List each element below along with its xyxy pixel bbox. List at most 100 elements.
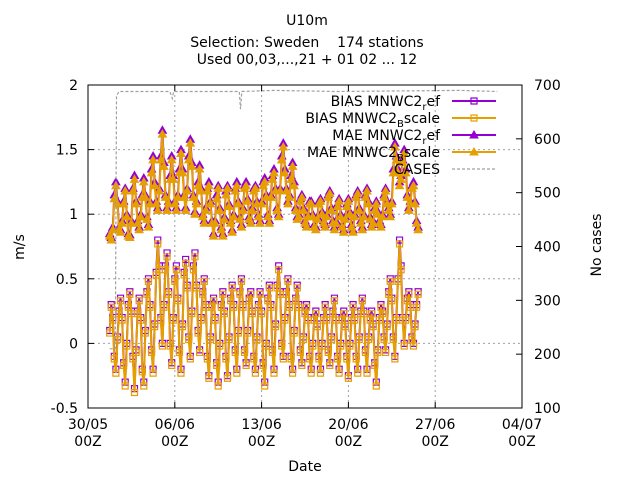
data-point-bias_scale: [289, 369, 297, 377]
data-point-mae_scale: [338, 227, 349, 236]
x-tick-label-date: 06/06: [155, 417, 195, 433]
x-tick-label-hour: 00Z: [421, 434, 448, 450]
data-point-bias_scale: [333, 355, 342, 363]
series-markers-bias_scale: [106, 240, 422, 397]
data-point-mae_scale: [208, 231, 219, 240]
data-point-mae_scale: [143, 222, 154, 231]
data-point-mae_scale: [169, 198, 180, 208]
data-point-bias_scale: [216, 342, 224, 350]
y-tick-label: 1: [69, 207, 78, 223]
data-point-mae_scale: [145, 198, 155, 208]
data-point-bias_scale: [213, 361, 221, 369]
data-point-bias_scale: [354, 369, 362, 377]
data-point-bias_scale: [135, 297, 143, 305]
data-point-bias_scale: [171, 277, 179, 285]
data-point-bias_scale: [337, 342, 345, 350]
data-point-bias_scale: [166, 342, 174, 350]
data-point-bias_scale: [340, 310, 348, 318]
data-point-bias_scale: [344, 374, 352, 382]
data-point-bias_scale: [223, 374, 232, 382]
data-point-mae_scale: [135, 211, 146, 221]
data-point-bias_scale: [250, 355, 258, 363]
legend-label-cases: CASES: [394, 162, 440, 178]
data-point-bias_scale: [239, 303, 247, 311]
data-point-mae_scale: [267, 174, 278, 183]
data-point-bias_scale: [205, 374, 213, 382]
data-point-mae_scale: [391, 154, 402, 164]
data-point-bias_scale: [230, 303, 238, 311]
data-point-mae_scale: [371, 198, 382, 208]
data-point-bias_scale: [247, 290, 255, 298]
data-point-mae_scale: [400, 167, 411, 177]
data-point-bias_scale: [279, 355, 287, 363]
data-point-mae_scale: [301, 222, 312, 231]
data-point-bias_scale: [123, 342, 131, 350]
data-point-mae_scale: [120, 185, 131, 195]
data-point-mae_scale: [230, 185, 241, 195]
data-point-bias_scale: [372, 382, 380, 390]
data-point-bias_scale: [112, 369, 120, 377]
data-point-mae_scale: [245, 218, 256, 227]
data-point-mae_scale: [163, 198, 174, 208]
data-point-mae_scale: [372, 209, 383, 218]
data-point-bias_scale: [284, 277, 292, 285]
y-axis-label: m/s: [12, 234, 28, 260]
data-point-mae_scale: [283, 198, 293, 208]
data-point-mae_scale: [255, 218, 265, 227]
data-point-mae_scale: [148, 154, 158, 164]
data-point-mae_scale: [160, 192, 171, 201]
data-point-bias_scale: [309, 342, 317, 350]
data-point-mae_scale: [403, 205, 414, 214]
data-point-bias_scale: [222, 355, 230, 363]
data-point-mae_scale: [317, 209, 327, 218]
data-point-bias_scale: [233, 369, 241, 377]
data-point-mae_scale: [152, 205, 163, 214]
data-point-bias_scale: [327, 335, 335, 344]
data-point-bias_scale: [364, 335, 373, 344]
data-point-mae_scale: [275, 185, 286, 195]
data-point-mae_scale: [204, 180, 214, 190]
data-point-mae_scale: [128, 185, 138, 195]
data-point-mae_scale: [360, 192, 371, 201]
data-point-bias_scale: [278, 342, 286, 350]
title-line-1: U10m: [286, 13, 328, 29]
data-point-mae_scale: [385, 211, 396, 221]
data-point-mae_scale: [176, 148, 186, 157]
axes: -0.500.511.5210020030040050060070030/050…: [51, 78, 561, 450]
data-point-mae_scale: [324, 188, 335, 198]
data-point-bias_scale: [330, 297, 339, 305]
data-point-mae_scale: [173, 192, 183, 201]
data-point-mae_scale: [199, 218, 210, 227]
data-point-bias_scale: [137, 316, 145, 324]
data-point-mae_scale: [186, 161, 197, 170]
data-point-bias_scale: [185, 335, 193, 344]
data-point-mae_scale: [297, 192, 307, 201]
data-point-bias_scale: [253, 335, 261, 344]
data-point-bias_scale: [400, 342, 408, 350]
data-point-mae_scale: [183, 154, 194, 164]
data-point-bias_scale: [106, 329, 114, 337]
data-point-mae_scale: [159, 161, 169, 170]
legend-swatch-bias_scale: [452, 114, 496, 122]
data-point-bias_scale: [299, 335, 308, 344]
data-point-mae_scale: [279, 167, 290, 177]
series-markers-mae_scale: [104, 129, 424, 244]
data-point-mae_scale: [408, 180, 419, 190]
data-point-bias_scale: [361, 348, 370, 357]
data-point-bias_scale: [194, 329, 202, 337]
data-point-bias_scale: [191, 253, 199, 261]
data-point-mae_scale: [383, 205, 394, 214]
data-point-mae_scale: [182, 185, 193, 195]
data-point-mae_scale: [151, 198, 162, 208]
chart-title: U10m Selection: Sweden 174 stations Used…: [190, 13, 423, 68]
data-point-bias_scale: [120, 361, 128, 369]
data-point-bias_scale: [197, 316, 205, 324]
data-point-bias_scale: [271, 323, 280, 331]
y2-tick-label: 200: [534, 347, 561, 363]
data-point-bias_scale: [214, 382, 222, 390]
data-point-bias_scale: [182, 259, 190, 267]
data-point-mae_scale: [355, 218, 366, 227]
data-point-mae_scale: [142, 214, 152, 223]
